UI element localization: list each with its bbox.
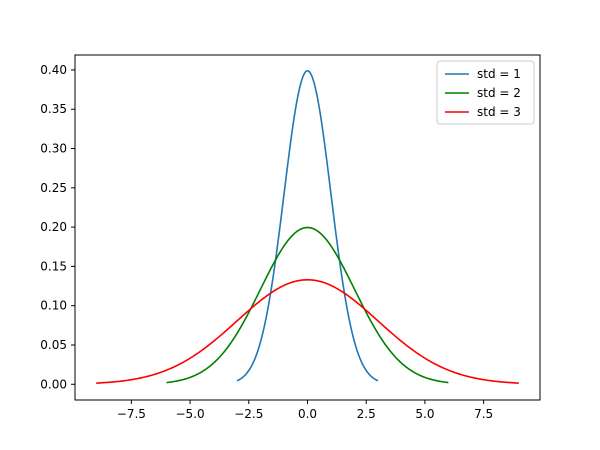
x-tick-label: 2.5 bbox=[357, 407, 376, 421]
legend-label: std = 3 bbox=[477, 105, 521, 119]
series-line-1 bbox=[236, 69, 379, 382]
x-tick-label: 0.0 bbox=[298, 407, 317, 421]
x-tick-label: −7.5 bbox=[117, 407, 146, 421]
y-tick-label: 0.00 bbox=[40, 377, 67, 391]
x-tick-label: 5.0 bbox=[415, 407, 434, 421]
series-layer bbox=[96, 69, 519, 384]
y-tick-label: 0.35 bbox=[40, 102, 67, 116]
x-tick-label: −2.5 bbox=[234, 407, 263, 421]
y-tick-label: 0.05 bbox=[40, 338, 67, 352]
x-tick-label: 7.5 bbox=[474, 407, 493, 421]
y-tick-label: 0.10 bbox=[40, 299, 67, 313]
legend-label: std = 1 bbox=[477, 67, 521, 81]
series-line-3 bbox=[96, 278, 519, 384]
legend: std = 1 std = 2 std = 3 bbox=[436, 60, 535, 125]
x-axis: −7.5 −5.0 −2.5 0.0 2.5 5.0 7.5 bbox=[117, 400, 493, 421]
series-line-2 bbox=[166, 226, 449, 384]
y-tick-label: 0.40 bbox=[40, 63, 67, 77]
y-tick-label: 0.25 bbox=[40, 181, 67, 195]
y-tick-label: 0.20 bbox=[40, 220, 67, 234]
y-tick-label: 0.15 bbox=[40, 259, 67, 273]
y-axis: 0.00 0.05 0.10 0.15 0.20 0.25 0.30 0.35 0.40 bbox=[40, 63, 75, 391]
y-tick-label: 0.30 bbox=[40, 142, 67, 156]
x-tick-label: −5.0 bbox=[176, 407, 205, 421]
legend-label: std = 2 bbox=[477, 86, 521, 100]
legend-box bbox=[436, 60, 535, 125]
